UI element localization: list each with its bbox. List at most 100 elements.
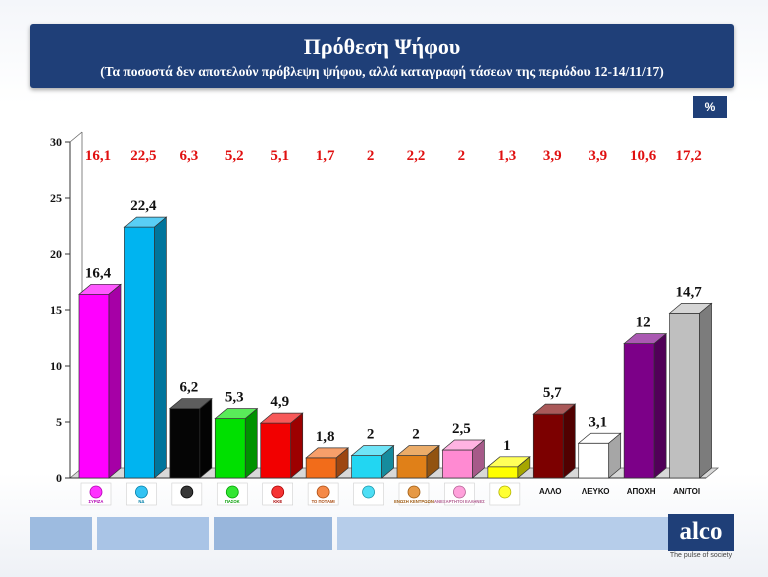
bar-side: [154, 216, 167, 479]
bar-side: [426, 444, 440, 479]
bar: [260, 422, 292, 479]
bar-value-label: 1: [503, 438, 511, 454]
party-logo-text: ΝΔ: [138, 499, 144, 504]
previous-value-label: 6,3: [179, 148, 198, 164]
previous-value-label: 10,6: [630, 148, 657, 164]
bar: [78, 293, 110, 479]
bar: [214, 418, 246, 479]
bar-side: [290, 412, 304, 479]
title-banner: Πρόθεση Ψήφου (Τα ποσοστά δεν αποτελούν …: [30, 24, 734, 88]
party-logo-mark: [135, 485, 148, 499]
footer-strip: [337, 517, 670, 550]
bar-value-label: 3,1: [588, 414, 607, 430]
party-logo-mark: [316, 485, 330, 499]
bar: [487, 466, 519, 479]
previous-value-label: 5,1: [270, 148, 289, 164]
category-label: ΑΝ/ΤΟΙ: [673, 487, 700, 496]
bar: [351, 455, 382, 479]
party-logo-text: ΚΚΕ: [273, 499, 282, 504]
y-tick-label: 20: [50, 247, 62, 261]
bar-value-label: 2: [367, 427, 375, 443]
bar-side: [653, 332, 667, 479]
y-tick-label: 10: [50, 359, 62, 373]
y-tick-label: 15: [50, 303, 62, 317]
bar-value-label: 22,4: [130, 198, 157, 214]
alco-tagline: The pulse of society: [669, 552, 733, 559]
category-label: ΛΕΥΚΟ: [582, 487, 610, 496]
bar-value-label: 12: [636, 315, 651, 331]
bar-value-label: 6,2: [179, 380, 198, 396]
bar-side: [562, 403, 576, 479]
party-logo-text: ΑΝΕΞΑΡΤΗΤΟΙ ΕΛΛΗΝΕΣ: [434, 499, 485, 504]
bar: [669, 313, 700, 479]
party-logo-text: ΣΥΡΙΖΑ: [89, 499, 104, 504]
bar-value-label: 5,7: [543, 385, 562, 401]
bar-side: [517, 456, 531, 479]
page-subtitle: (Τα ποσοστά δεν αποτελούν πρόβλεψη ψήφου…: [100, 64, 664, 79]
footer-strip: [214, 517, 332, 550]
page-title: Πρόθεση Ψήφου: [303, 34, 461, 59]
party-logo-mark: [498, 485, 512, 499]
category-label: ΑΠΟΧΗ: [627, 487, 656, 496]
bar: [124, 226, 155, 479]
bar-side: [199, 397, 213, 479]
back-wall-top: [69, 131, 83, 143]
y-tick-label: 30: [50, 135, 62, 149]
previous-value-label: 3,9: [588, 148, 607, 164]
footer-strip: [30, 517, 92, 550]
bar-side: [335, 447, 349, 479]
previous-value-label: 5,2: [225, 148, 244, 164]
previous-value-label: 2,2: [407, 148, 426, 164]
party-logo-mark: [225, 485, 239, 499]
previous-value-label: 2: [367, 148, 375, 164]
previous-value-label: 3,9: [543, 148, 562, 164]
bar: [305, 457, 337, 479]
y-tick-label: 0: [56, 471, 62, 485]
alco-logo-mark: alco: [668, 514, 734, 551]
bar: [578, 442, 610, 479]
bar-value-label: 4,9: [270, 394, 289, 410]
party-logo-mark: [89, 485, 103, 499]
bar-value-label: 2,5: [452, 421, 471, 437]
bar-side: [244, 407, 258, 479]
party-logo-mark: [453, 485, 466, 499]
bar-value-label: 16,4: [85, 265, 112, 281]
bar: [169, 408, 201, 479]
bar-side: [472, 439, 485, 479]
bar: [442, 449, 473, 479]
chart-floor: [68, 467, 720, 479]
previous-value-label: 22,5: [130, 148, 156, 164]
party-logo-mark: [271, 485, 285, 499]
bar-value-label: 2: [412, 427, 420, 443]
party-logo-mark: [407, 485, 421, 499]
bar-side: [381, 444, 394, 479]
unit-badge: %: [693, 96, 727, 118]
bar-value-label: 5,3: [225, 390, 244, 406]
party-logo-text: ΕΝΩΣΗ ΚΕΝΤΡΩΩΝ: [394, 499, 434, 504]
bar-side: [699, 302, 712, 479]
party-logo-text: ΤΟ ΠΟΤΑΜΙ: [312, 499, 335, 504]
party-logo-mark: [180, 485, 194, 499]
bar: [623, 343, 655, 479]
bar-value-label: 14,7: [675, 284, 702, 300]
party-logo-mark: [362, 485, 375, 499]
y-tick-label: 5: [56, 415, 62, 429]
bar: [396, 455, 428, 479]
bar-side: [608, 432, 622, 479]
previous-value-label: 2: [458, 148, 466, 164]
footer-strip: [97, 517, 209, 550]
previous-value-label: 1,7: [316, 148, 335, 164]
previous-value-label: 17,2: [675, 148, 701, 164]
bar: [532, 413, 564, 479]
alco-logo: alco The pulse of society: [668, 514, 734, 562]
bar-value-label: 1,8: [316, 429, 335, 445]
previous-value-label: 16,1: [85, 148, 111, 164]
category-label: ΑΛΛΟ: [539, 487, 561, 496]
footer-strips: [30, 517, 670, 550]
party-logo-text: ΠΑΣΟΚ: [225, 499, 240, 504]
y-tick-label: 25: [50, 191, 62, 205]
previous-value-label: 1,3: [497, 148, 516, 164]
bar-side: [108, 283, 122, 479]
